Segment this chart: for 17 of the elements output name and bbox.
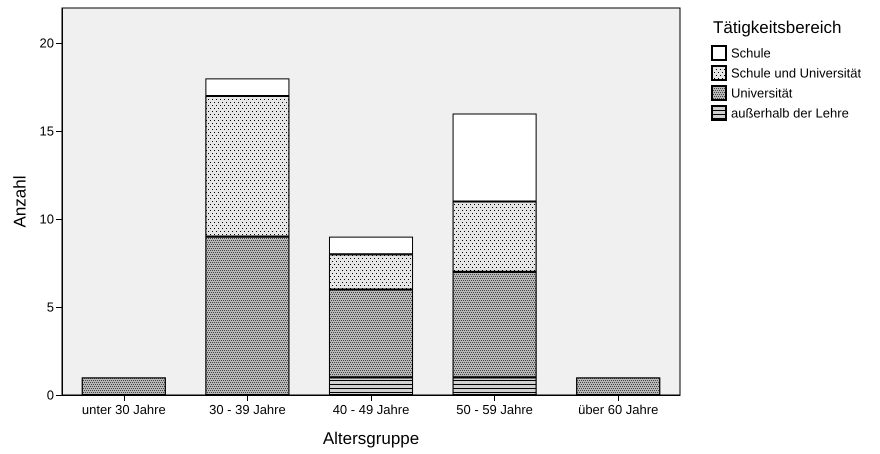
- y-tick-label: 15: [40, 124, 54, 139]
- legend-label: außerhalb der Lehre: [731, 106, 849, 120]
- y-axis-title: Anzahl: [10, 176, 30, 228]
- legend-label: Schule und Universität: [731, 66, 862, 80]
- x-tick-label: 30 - 39 Jahre: [209, 402, 286, 417]
- legend-label: Schule: [731, 46, 771, 60]
- x-tick-label: 40 - 49 Jahre: [332, 402, 410, 417]
- y-tick-label: 10: [40, 212, 54, 227]
- x-axis-title: Altersgruppe: [322, 429, 420, 448]
- x-tick-label: 50 - 59 Jahre: [456, 402, 533, 417]
- y-tick-label: 20: [40, 36, 54, 51]
- legend-title: Tätigkeitsbereich: [713, 18, 842, 37]
- x-tick-label: unter 30 Jahre: [82, 402, 166, 417]
- legend-label: Universität: [731, 86, 793, 100]
- y-tick-label: 0: [46, 388, 54, 402]
- y-tick-label: 5: [46, 300, 54, 315]
- x-tick-label: über 60 Jahre: [578, 402, 658, 417]
